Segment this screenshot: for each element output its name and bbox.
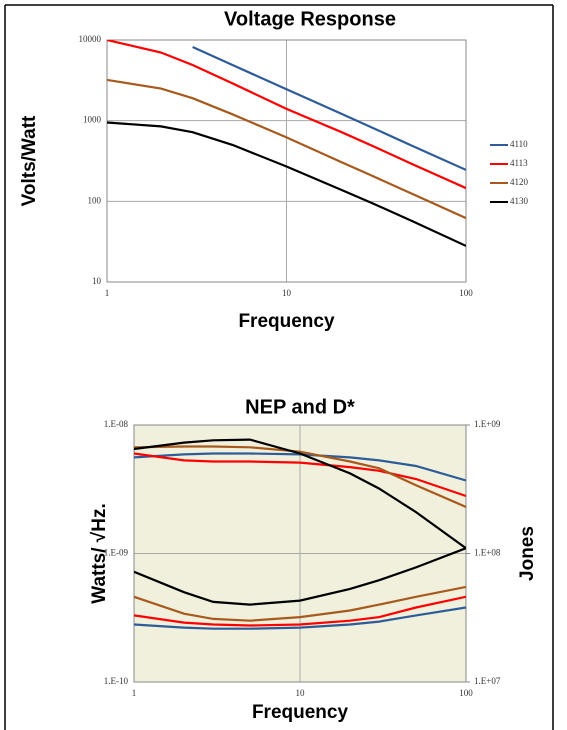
series-line [107,78,466,220]
y-tick-label: 1.E-09 [104,548,129,558]
x-tick-label: 100 [459,688,473,698]
y-tick-label: 10000 [79,34,102,44]
legend-label: 4120 [510,177,529,187]
series-line [134,547,466,606]
y2-tick-label: 1.E+09 [474,419,501,429]
series-line [134,445,466,509]
plot-border [106,39,467,283]
chart-title: NEP and D* [245,396,355,418]
x-axis-label: Frequency [238,311,335,332]
chart-title: Voltage Response [224,8,396,30]
y-tick-label: 100 [88,195,102,205]
x-tick-label: 1 [132,688,137,698]
series-line [192,45,466,171]
legend-label: 4110 [510,139,528,149]
series-line [107,121,466,247]
y-tick-label: 1000 [83,115,102,125]
legend-label: 4113 [510,158,528,168]
plot-border [133,424,467,683]
series-group [134,438,466,630]
x-tick-label: 1 [105,288,110,298]
x-tick-label: 100 [459,288,473,298]
y-tick-label: 1.E-10 [104,676,129,686]
series-line [134,585,466,622]
x-tick-label: 10 [296,688,306,698]
series-line [134,595,466,627]
series-line [134,438,466,550]
y2-tick-label: 1.E+07 [474,676,501,686]
y-tick-label: 1.E-08 [104,419,129,429]
series-group [107,40,466,247]
series-line [134,606,466,630]
y-axis-label: Watts/ √Hz. [89,503,110,604]
y2-axis-label: Jones [517,526,538,581]
x-tick-label: 10 [282,288,292,298]
y-tick-label: 10 [92,276,102,286]
x-axis-label: Frequency [252,702,349,723]
y-axis-label: Volts/Watt [19,115,40,206]
series-line [107,40,466,190]
y2-tick-label: 1.E+08 [474,548,501,558]
series-line [134,452,466,498]
legend-label: 4130 [510,196,529,206]
